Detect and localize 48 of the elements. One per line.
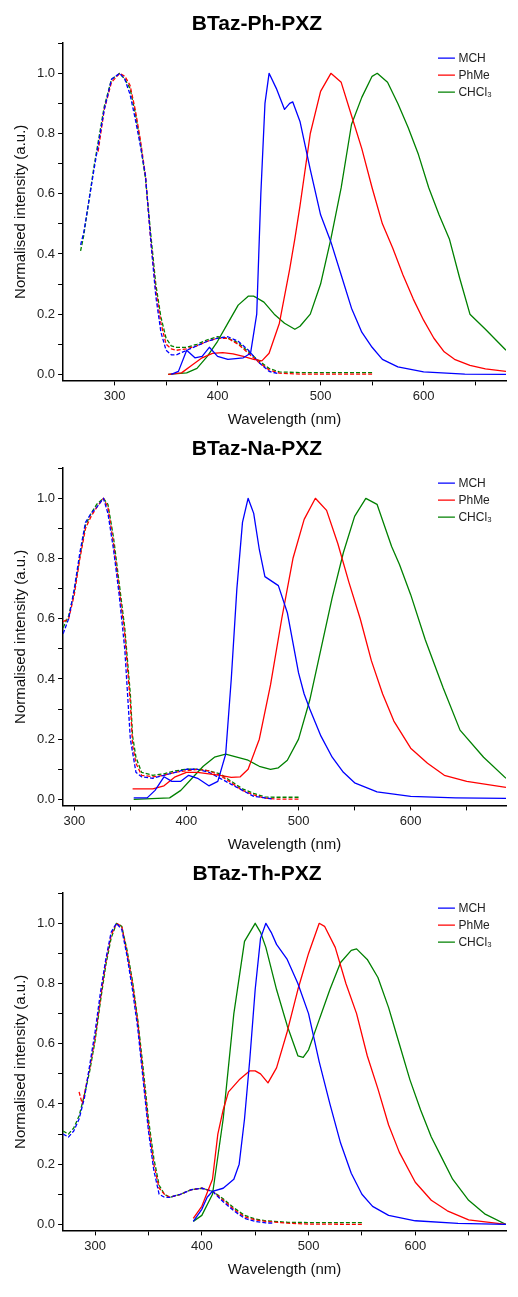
y-tick-label: 0.2 <box>36 1155 56 1171</box>
y-tick-label: 0.6 <box>36 185 56 201</box>
x-axis-title: Wavelength (nm) <box>227 410 342 428</box>
x-tick-label: 400 <box>206 387 229 403</box>
x-tick-label: 600 <box>404 1237 427 1253</box>
y-tick-label: 0.8 <box>36 975 56 991</box>
chart-title: BTaz-Na-PXZ <box>191 436 323 460</box>
legend-label: MCH <box>458 50 486 65</box>
x-tick-label: 300 <box>63 812 86 828</box>
x-tick-label: 500 <box>287 812 310 828</box>
legend-label: CHCl₃ <box>458 934 493 949</box>
chart-title: BTaz-Th-PXZ <box>192 861 322 885</box>
y-axis-title: Normalised intensity (a.u.) <box>11 974 29 1149</box>
y-tick-label: 0.2 <box>36 305 56 321</box>
y-tick-label: 0.0 <box>36 1215 56 1231</box>
y-tick-label: 0.8 <box>36 550 56 566</box>
legend-label: MCH <box>458 475 486 490</box>
x-tick-label: 300 <box>103 387 126 403</box>
y-tick-label: 0.4 <box>36 245 56 261</box>
x-tick-label: 400 <box>175 812 198 828</box>
y-tick-label: 1.0 <box>36 64 56 80</box>
x-tick-label: 500 <box>309 387 332 403</box>
legend-label: MCH <box>458 900 486 915</box>
x-tick-label: 500 <box>297 1237 320 1253</box>
legend-label: CHCl₃ <box>458 509 493 524</box>
y-tick-label: 1.0 <box>36 914 56 930</box>
y-tick-label: 0.6 <box>36 1035 56 1051</box>
x-axis-title: Wavelength (nm) <box>227 1260 342 1278</box>
y-tick-label: 0.4 <box>36 670 56 686</box>
y-axis-title: Normalised intensity (a.u.) <box>11 124 29 299</box>
y-tick-label: 0.0 <box>36 790 56 806</box>
legend-label: PhMe <box>458 67 491 82</box>
x-tick-label: 600 <box>412 387 435 403</box>
y-tick-label: 0.0 <box>36 365 56 381</box>
legend-label: PhMe <box>458 917 491 932</box>
y-tick-label: 0.8 <box>36 125 56 141</box>
y-tick-label: 1.0 <box>36 489 56 505</box>
y-axis-title: Normalised intensity (a.u.) <box>11 549 29 724</box>
legend-label: CHCl₃ <box>458 84 493 99</box>
y-tick-label: 0.6 <box>36 610 56 626</box>
y-tick-label: 0.4 <box>36 1095 56 1111</box>
legend-label: PhMe <box>458 492 491 507</box>
x-axis-title: Wavelength (nm) <box>227 835 342 853</box>
chart-title: BTaz-Ph-PXZ <box>191 11 323 35</box>
x-tick-label: 600 <box>399 812 422 828</box>
y-tick-label: 0.2 <box>36 730 56 746</box>
x-tick-label: 400 <box>190 1237 213 1253</box>
x-tick-label: 300 <box>84 1237 106 1253</box>
